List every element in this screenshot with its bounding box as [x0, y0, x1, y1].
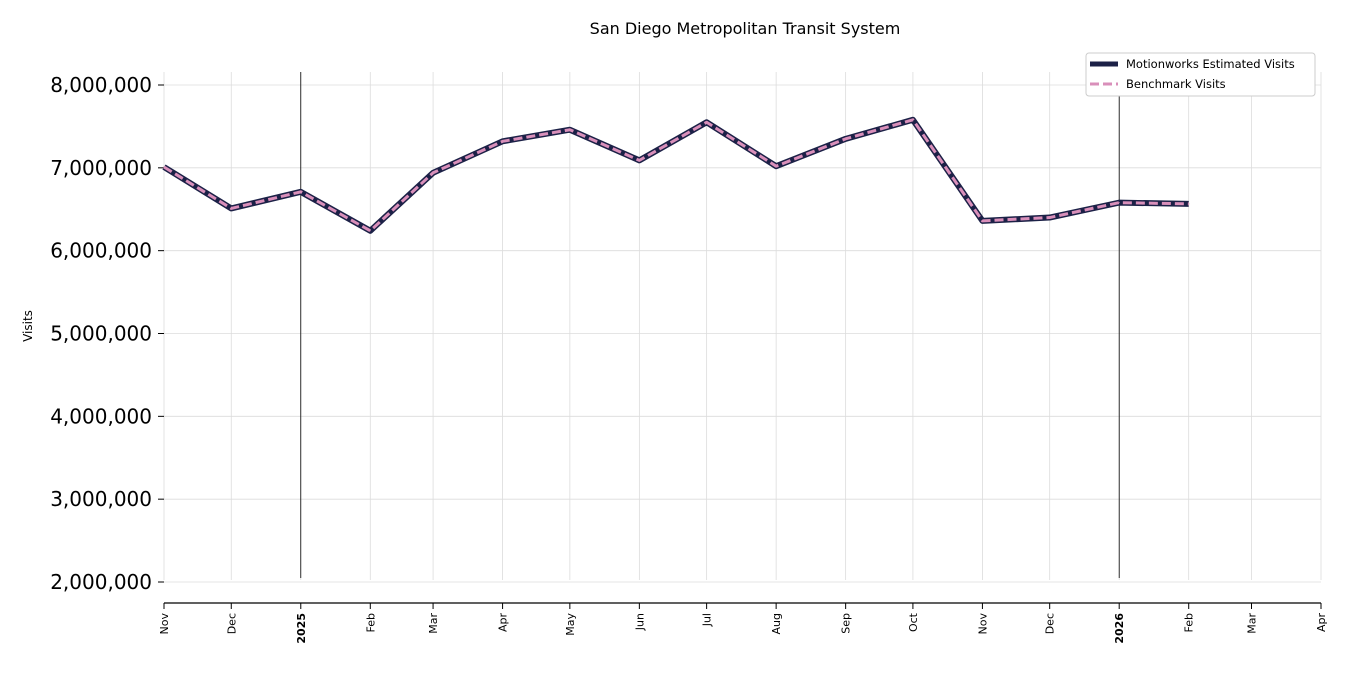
series-2-point: [638, 159, 640, 161]
legend-box: [1085, 52, 1316, 97]
x-tick-label: Jul: [701, 613, 714, 627]
x-tick-label: Feb: [364, 613, 377, 632]
series-2-point: [502, 140, 504, 142]
series-2-point: [912, 119, 914, 121]
year-lines: [300, 72, 1120, 578]
x-tick-label: Dec: [225, 613, 238, 634]
x-tick-label: Apr: [497, 613, 510, 633]
series-2-point: [845, 138, 847, 140]
legend-label-1: Motionworks Estimated Visits: [1126, 57, 1295, 71]
series-2-point: [569, 129, 571, 131]
x-tick-label: Oct: [907, 612, 920, 632]
grid: [163, 72, 1322, 583]
series-2-point: [369, 230, 371, 232]
chart-title: San Diego Metropolitan Transit System: [590, 19, 901, 38]
x-tick-label: Sep: [840, 613, 853, 634]
series-2-point: [1188, 203, 1190, 205]
x-tick-label: Jun: [633, 613, 646, 631]
series-2-point: [230, 207, 232, 209]
y-tick-label: 4,000,000: [50, 404, 152, 428]
x-tick-label: Feb: [1183, 613, 1196, 632]
y-tick-label: 2,000,000: [50, 570, 152, 594]
y-tick-label: 6,000,000: [50, 239, 152, 263]
y-tick-label: 5,000,000: [50, 322, 152, 346]
series-2-point: [163, 166, 165, 168]
series-2-point: [981, 220, 983, 222]
series-2-point: [300, 191, 302, 193]
x-tick-label: Mar: [427, 613, 440, 634]
series-2-point: [1118, 202, 1120, 204]
x-tick-label: May: [564, 613, 577, 636]
series-line-1: [162, 116, 1189, 234]
x-tick-label: Mar: [1245, 613, 1258, 634]
series-line-2: [163, 118, 1189, 233]
y-tick-label: 8,000,000: [50, 73, 152, 97]
y-axis-label: Visits: [21, 310, 35, 342]
x-tick-label: Dec: [1044, 613, 1057, 634]
x-tick-label: 2026: [1113, 613, 1126, 644]
y-tick-label: 7,000,000: [50, 156, 152, 180]
x-tick-label: Aug: [770, 613, 783, 634]
x-tick-label: 2025: [295, 613, 308, 644]
series-2-point: [706, 121, 708, 123]
legend: Motionworks Estimated Visits Benchmark Vi…: [1085, 52, 1316, 97]
series-2-point: [1049, 217, 1051, 219]
series-2-point: [432, 172, 434, 174]
series-lines: [162, 116, 1190, 234]
axes: 2,000,000 3,000,000 4,000,000 5,000,000 6,00…: [50, 73, 1328, 644]
x-tick-label: Nov: [158, 613, 171, 635]
series-2-point: [775, 165, 777, 167]
y-tick-label: 3,000,000: [50, 487, 152, 511]
x-tick-label: Apr: [1315, 613, 1328, 633]
legend-label-2: Benchmark Visits: [1126, 77, 1226, 91]
x-tick-label: Nov: [976, 613, 989, 635]
